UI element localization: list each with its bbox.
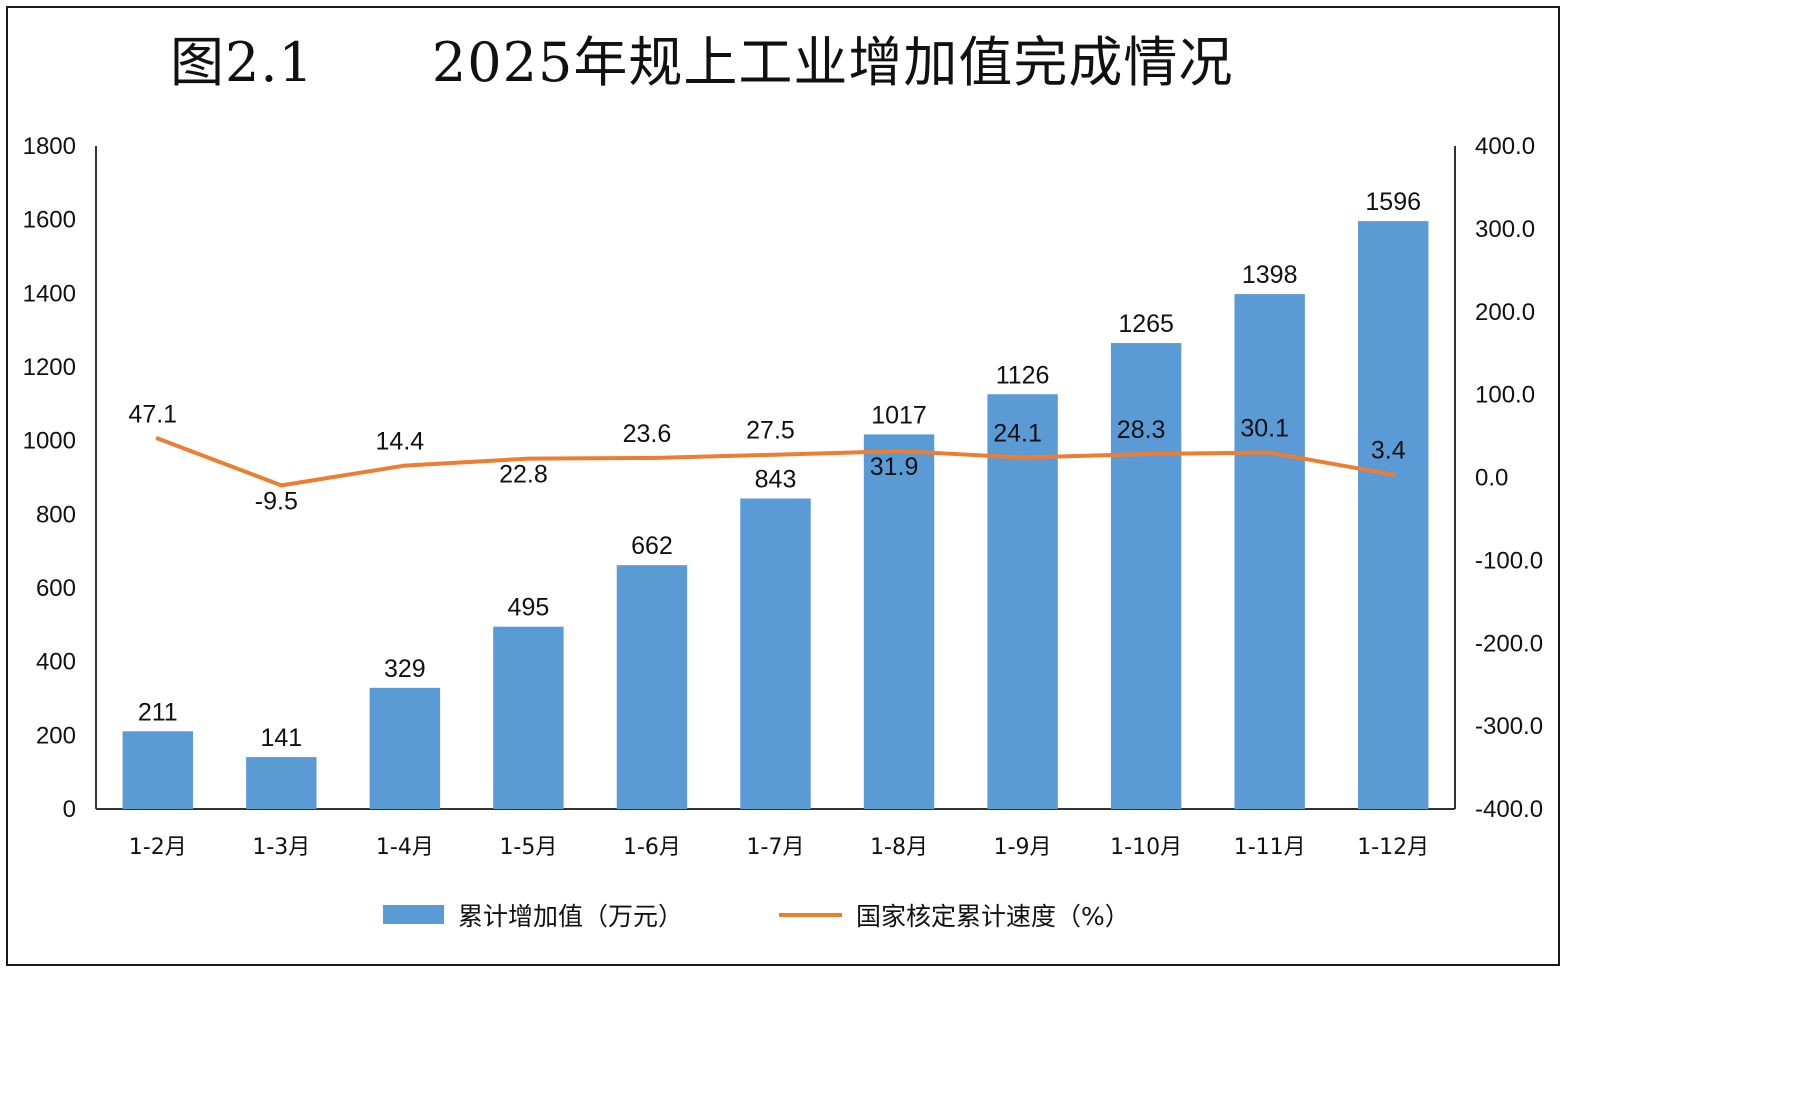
bar [493,626,564,809]
chart-title-text: 2025年规上工业增加值完成情况 [431,31,1234,94]
left-axis-tick-label: 0 [63,796,76,823]
bar-value-label: 495 [508,594,550,622]
right-axis-tick-label: -200.0 [1475,630,1543,657]
right-axis-tick-label: 400.0 [1475,133,1535,160]
line-value-label: 22.8 [499,461,548,489]
x-axis-category-label: 1-6月 [623,835,681,860]
line-point [773,452,778,457]
line-point [649,455,654,460]
chart-title-number: 图2.1 [170,31,314,94]
left-axis-tick-label: 1000 [23,428,76,455]
line-point [279,483,284,488]
legend: 累计增加值（万元） 国家核定累计速度（%） [383,902,1130,931]
axes: 0 200 400 600 800 1000 1200 1400 1600 1800 -400.0 -… [23,133,1543,860]
line-value-label: 31.9 [870,453,919,481]
left-axis-tick-label: 1400 [23,280,76,307]
bar [740,498,811,809]
x-axis-category-label: 1-5月 [499,835,557,860]
bar [246,757,317,809]
line-series [155,436,1396,488]
right-axis-tick-label: -100.0 [1475,547,1543,574]
bar [1358,221,1429,809]
line-point [1020,455,1025,460]
bar-value-label: 1596 [1365,188,1421,216]
legend-bar-label: 累计增加值（万元） [458,902,683,931]
bar [616,565,688,809]
line-value-label: 24.1 [993,420,1042,448]
line-point [1144,452,1149,457]
right-axis-tick-label: -300.0 [1475,713,1543,740]
left-axis-tick-label: 200 [36,722,76,749]
right-axis-tick-label: 300.0 [1475,216,1535,243]
x-axis-category-label: 1-2月 [129,835,187,860]
left-axis-tick-label: 600 [36,575,76,602]
right-axis-tick-label: 200.0 [1475,299,1535,326]
combo-chart: 0 200 400 600 800 1000 1200 1400 1600 1800 -400.0 -… [23,133,1543,931]
left-axis-tick-label: 1800 [23,133,76,160]
bar-value-label: 843 [755,465,797,493]
bar-value-label: 1398 [1242,261,1298,289]
line-point [1267,450,1272,455]
line-value-label: 30.1 [1240,415,1289,443]
x-axis-category-label: 1-11月 [1234,835,1306,860]
left-axis-tick-label: 1600 [23,207,76,234]
bar [863,434,935,809]
x-axis-category-label: 1-8月 [870,835,928,860]
chart-frame [6,6,1560,966]
bar-value-label: 1126 [996,361,1050,389]
line-point [155,436,160,441]
left-axis-tick-label: 1200 [23,354,76,381]
bar [122,731,193,809]
bar [1234,294,1305,809]
chart-title: 图2.1 2025年规上工业增加值完成情况 [170,18,1233,97]
bar-value-label: 141 [260,724,302,752]
left-axis-tick-label: 800 [36,501,76,528]
bar-value-label: 1017 [871,401,927,429]
x-axis-category-label: 1-4月 [376,835,434,860]
line-point [402,463,407,468]
bar-series [122,221,1429,809]
bar-value-label: 211 [138,698,178,726]
line-value-label: 3.4 [1371,437,1406,465]
line-point [897,449,902,454]
line-value-label: 47.1 [128,400,177,428]
line-value-label: 14.4 [376,428,425,456]
bar-value-label: 329 [384,655,426,683]
data-labels: 211 141 329 495 662 843 1017 1126 1265 1398 1596 47… [128,188,1421,752]
line-value-label: -9.5 [255,487,298,515]
left-axis-tick-label: 400 [36,649,76,676]
x-axis-category-label: 1-12月 [1357,835,1429,860]
line-point [526,456,531,461]
x-axis-category-label: 1-7月 [747,835,805,860]
legend-bar-swatch [383,905,444,924]
bar [987,394,1058,809]
bar-value-label: 1265 [1118,310,1174,338]
bar [1110,343,1182,809]
line-value-label: 28.3 [1117,416,1166,444]
line-point [1391,472,1396,477]
line-value-label: 27.5 [746,417,795,445]
x-axis-category-label: 1-9月 [994,835,1052,860]
legend-line-label: 国家核定累计速度（%） [856,902,1130,931]
x-axis-category-label: 1-3月 [252,835,310,860]
bar [369,687,441,809]
right-axis-tick-label: -400.0 [1475,796,1543,823]
bar-value-label: 662 [631,532,673,560]
line-value-label: 23.6 [623,420,672,448]
x-axis-category-label: 1-10月 [1110,835,1182,860]
right-axis-tick-label: 0.0 [1475,465,1508,492]
right-axis-tick-label: 100.0 [1475,382,1535,409]
